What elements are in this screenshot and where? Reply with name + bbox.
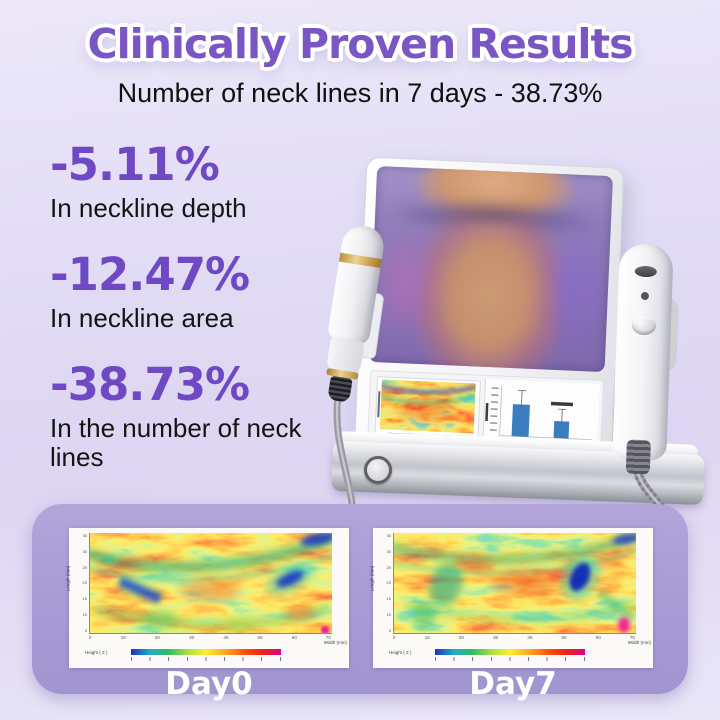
day7-x-axis-label: Width (mm) <box>627 640 651 645</box>
handpiece-left-strain-relief <box>327 375 353 403</box>
page-title: Clinically Proven Results <box>87 20 634 68</box>
day0-x-axis-label: Width (mm) <box>323 640 347 645</box>
day7-label: Day7 <box>469 666 557 702</box>
day0-heatmap-figure: 35 30 25 20 15 10 5 0 10 20 30 40 50 60 70 Length (mm… <box>65 528 349 668</box>
handpiece-right-strain-relief <box>625 439 651 475</box>
day7-colorbar-label: Height ( Z ) <box>389 650 412 655</box>
neck-scan-vignette <box>368 165 613 373</box>
day0-colorbar <box>131 649 281 655</box>
day7-y-ticks: 35 30 25 20 15 10 5 <box>386 533 391 633</box>
comparison-panel: 35 30 25 20 15 10 5 0 10 20 30 40 50 60 70 Length (mm… <box>32 504 688 702</box>
device-mini-heatmap <box>374 376 481 446</box>
stat-label: In neckline area <box>50 303 234 333</box>
stat-neckline-depth: -5.11% In neckline depth <box>50 142 340 223</box>
stat-neckline-area: -12.47% In neckline area <box>50 252 340 333</box>
day0-label: Day0 <box>165 666 253 702</box>
stat-label: In the number of neck lines <box>50 413 302 473</box>
day0-y-axis-label: Length (mm) <box>65 565 71 592</box>
mini-heatmap-plot <box>379 379 476 434</box>
day0-x-ticks: 0 10 20 30 40 50 60 70 <box>89 635 331 640</box>
device-analysis-panel <box>367 369 605 457</box>
day7-x-ticks: 0 10 20 30 40 50 60 70 <box>393 635 635 640</box>
stat-value: -38.73% <box>50 358 250 411</box>
day7-colorbar <box>435 649 585 655</box>
day7-y-axis-label: Length (mm) <box>369 565 375 592</box>
day0-y-ticks: 35 30 25 20 15 10 5 <box>82 533 87 633</box>
handpiece-right <box>608 243 679 475</box>
device-screen-frame <box>353 156 625 466</box>
day7-colorbar-ticks <box>435 657 585 661</box>
power-button <box>364 456 392 484</box>
stat-neck-lines-count: -38.73% In the number of neck lines <box>50 362 340 472</box>
day0-colorbar-label: Height ( Z ) <box>85 650 108 655</box>
day0-colorbar-ticks <box>131 657 281 661</box>
stat-value: -12.47% <box>50 248 250 301</box>
stat-label: In neckline depth <box>50 193 247 223</box>
day7-heatmap-plot <box>393 533 636 634</box>
stat-value: -5.11% <box>50 138 220 191</box>
page-subtitle: Number of neck lines in 7 days - 38.73% <box>117 78 603 108</box>
device-screen-neck-scan <box>368 165 613 373</box>
day0-heatmap-plot <box>89 533 332 634</box>
handpiece-left-body <box>326 222 387 347</box>
handpiece-right-sensor-window <box>634 265 657 278</box>
day7-heatmap-figure: 35 30 25 20 15 10 5 0 10 20 30 40 50 60 70 Length (mm… <box>369 528 653 668</box>
